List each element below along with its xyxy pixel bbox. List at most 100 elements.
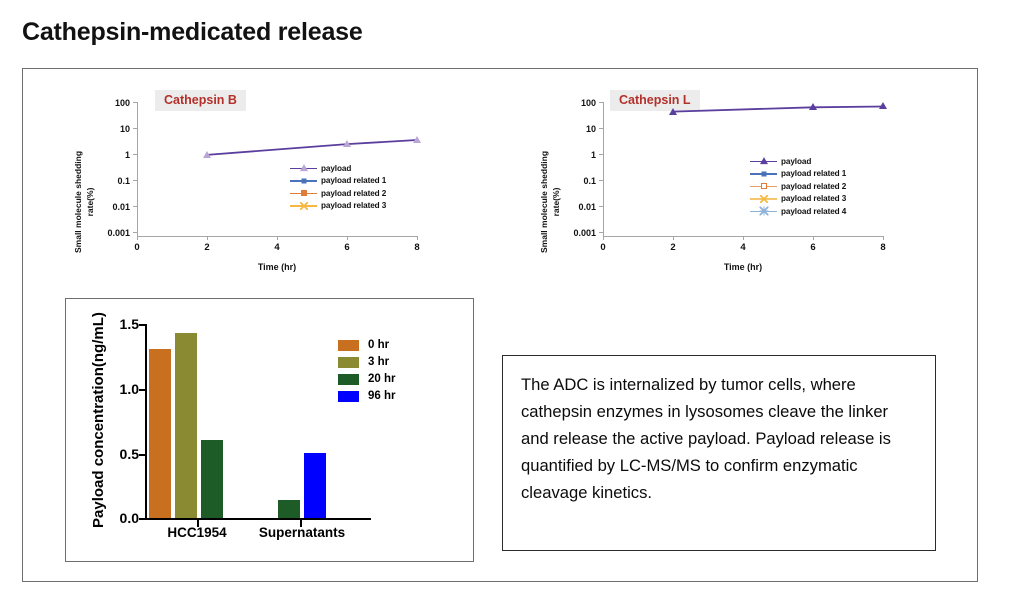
x-marker-icon — [290, 200, 317, 212]
chart-b-ytick-0.1: 0.1 — [117, 176, 130, 186]
legend-item-payload-related-2[interactable]: payload related 2 — [750, 180, 846, 193]
chart-l-xtickmark — [813, 236, 814, 240]
chart-l-ytick-10: 10 — [585, 124, 596, 134]
bar-category-hcc1954: HCC1954 — [167, 525, 227, 540]
chart-b-ytick-10: 10 — [119, 124, 130, 134]
legend-item-3hr[interactable]: 3 hr — [338, 356, 396, 368]
chart-b-xtickmark — [207, 236, 208, 240]
bar-supernatants-96hr — [304, 453, 326, 518]
bar-ytick-1.5: 1.5 — [119, 316, 139, 332]
x-marker-icon — [750, 193, 777, 205]
chart-l-xtick-4: 4 — [740, 242, 746, 253]
legend-item-payload[interactable]: payload — [290, 162, 386, 175]
color-swatch-20hr — [338, 373, 359, 385]
chart-b-xtick-4: 4 — [274, 242, 280, 253]
legend-item-payload-related-1[interactable]: payload related 1 — [750, 168, 846, 181]
legend-label: 0 hr — [368, 339, 390, 351]
chart-l-xtickmark — [673, 236, 674, 240]
chart-l-x-axis-title: Time (hr) — [723, 262, 763, 272]
chart-cathepsin-l: Cathepsin L Small molecule shedding rate… — [528, 90, 908, 292]
chart-b-ytickmark — [133, 154, 137, 155]
chart-l-ytickmark — [599, 154, 603, 155]
legend-item-payload-related-1[interactable]: payload related 1 — [290, 175, 386, 188]
color-swatch-3hr — [338, 356, 359, 368]
chart-l-ytick-0.001: 0.001 — [573, 228, 596, 238]
legend-item-payload-related-4[interactable]: payload related 4 — [750, 205, 846, 218]
chart-b-ytick-100: 100 — [114, 98, 130, 108]
legend-item-payload-related-2[interactable]: payload related 2 — [290, 187, 386, 200]
page-title: Cathepsin-medicated release — [22, 18, 363, 46]
chart-b-datapoint — [343, 140, 351, 147]
bar-supernatants-20hr — [278, 500, 300, 518]
bar-x-axis-line — [145, 518, 371, 521]
chart-l-xtick-2: 2 — [670, 242, 676, 253]
legend-label: payload — [321, 163, 352, 173]
square-marker-icon — [290, 187, 317, 199]
chart-b-xtick-6: 6 — [344, 242, 350, 253]
legend-label: payload related 1 — [781, 169, 847, 179]
chart-b-ytickmark — [133, 128, 137, 129]
bar-y-axis-line — [145, 324, 148, 520]
chart-b-datapoint — [203, 151, 211, 158]
chart-l-datapoint — [879, 102, 887, 109]
square-open-marker-icon — [750, 180, 777, 192]
legend-label: 3 hr — [368, 356, 390, 368]
bar-xtickmark-hcc1954 — [197, 520, 200, 527]
bar-ytick-1.0: 1.0 — [119, 381, 139, 397]
chart-l-legend: payload payload related 1 payload relate… — [750, 155, 846, 218]
chart-l-xtick-6: 6 — [810, 242, 816, 253]
chart-l-datapoint — [809, 103, 817, 110]
chart-l-title-badge: Cathepsin L — [610, 90, 700, 111]
bar-ytickmark — [139, 389, 146, 392]
chart-b-xtickmark — [137, 236, 138, 240]
chart-l-ytick-100: 100 — [580, 98, 596, 108]
chart-l-ytick-1: 1 — [590, 150, 596, 160]
chart-b-ytickmark — [133, 102, 137, 103]
legend-label: 96 hr — [368, 390, 396, 402]
legend-label: payload related 1 — [321, 176, 387, 186]
chart-b-ytick-0.001: 0.001 — [107, 228, 130, 238]
chart-b-ytick-1: 1 — [124, 150, 130, 160]
bar-legend: 0 hr 3 hr 20 hr 96 hr — [338, 339, 396, 407]
legend-item-0hr[interactable]: 0 hr — [338, 339, 396, 351]
chart-b-xtick-0: 0 — [134, 242, 140, 253]
legend-label: payload related 2 — [321, 188, 387, 198]
legend-item-20hr[interactable]: 20 hr — [338, 373, 396, 385]
chart-cathepsin-b: Cathepsin B Small molecule shedding rate… — [62, 90, 442, 292]
chart-b-ytickmark — [133, 232, 137, 233]
description-box: The ADC is internalized by tumor cells, … — [502, 355, 936, 551]
chart-l-xtickmark — [603, 236, 604, 240]
legend-item-payload-related-3[interactable]: payload related 3 — [750, 193, 846, 206]
star-marker-icon — [750, 205, 777, 217]
legend-item-payload-related-3[interactable]: payload related 3 — [290, 200, 386, 213]
bar-hcc1954-20hr — [201, 440, 223, 518]
legend-item-payload[interactable]: payload — [750, 155, 846, 168]
bar-ytickmark — [139, 454, 146, 457]
bar-ytick-0.0: 0.0 — [119, 510, 139, 526]
chart-b-xtickmark — [277, 236, 278, 240]
chart-l-ytickmark — [599, 180, 603, 181]
chart-l-ytickmark — [599, 128, 603, 129]
payload-marker-icon — [750, 155, 777, 167]
diamond-marker-icon — [290, 175, 317, 187]
chart-b-ytickmark — [133, 180, 137, 181]
color-swatch-96hr — [338, 390, 359, 402]
legend-label: payload — [781, 156, 812, 166]
chart-b-title-badge: Cathepsin B — [155, 90, 246, 111]
chart-l-ytick-0.01: 0.01 — [578, 202, 596, 212]
chart-b-xtick-8: 8 — [414, 242, 420, 253]
chart-b-xtick-2: 2 — [204, 242, 210, 253]
chart-l-xtickmark — [883, 236, 884, 240]
legend-label: payload related 3 — [781, 194, 847, 204]
legend-label: payload related 3 — [321, 201, 387, 211]
legend-label: payload related 2 — [781, 181, 847, 191]
chart-b-xtickmark — [347, 236, 348, 240]
bar-hcc1954-0hr — [149, 349, 171, 518]
chart-payload-concentration: Payload concentration(ng/mL) 1.5 1.0 0.5… — [65, 298, 474, 562]
chart-b-legend: payload payload related 1 payload relate… — [290, 162, 386, 212]
chart-l-y-axis-line — [603, 102, 604, 236]
diamond-marker-icon — [750, 168, 777, 180]
chart-l-ytick-0.1: 0.1 — [583, 176, 596, 186]
legend-item-96hr[interactable]: 96 hr — [338, 390, 396, 402]
